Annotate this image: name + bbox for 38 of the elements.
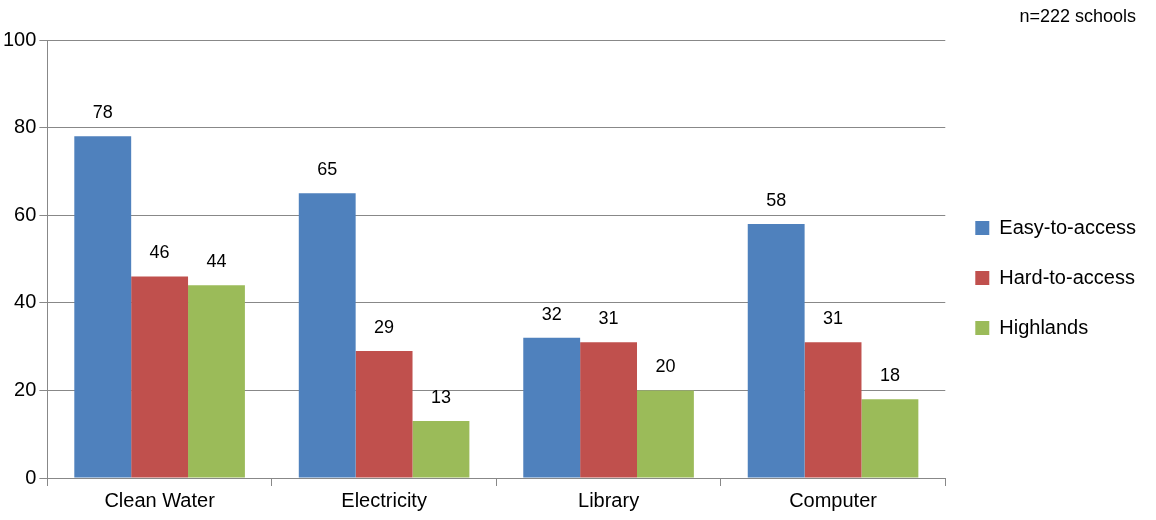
bar bbox=[637, 390, 694, 478]
bar bbox=[355, 350, 413, 478]
bar bbox=[804, 342, 862, 478]
x-tick-label: Computer bbox=[789, 488, 878, 511]
bar bbox=[74, 136, 132, 478]
data-label: 31 bbox=[598, 308, 619, 329]
bar bbox=[298, 193, 356, 478]
legend-label: Hard-to-access bbox=[999, 265, 1135, 288]
y-tick-label: 80 bbox=[14, 115, 37, 138]
y-tick-label: 100 bbox=[2, 27, 37, 50]
x-tick-label: Electricity bbox=[341, 488, 427, 511]
bar bbox=[580, 342, 638, 478]
y-tick-label: 0 bbox=[25, 465, 37, 488]
data-label: 58 bbox=[766, 189, 787, 210]
text: n=222 schools bbox=[1019, 5, 1136, 26]
data-label: 31 bbox=[823, 308, 844, 329]
data-label: 44 bbox=[206, 251, 227, 272]
data-label: 20 bbox=[655, 356, 676, 377]
bar bbox=[188, 285, 245, 478]
data-label: 65 bbox=[317, 159, 338, 180]
data-label: 18 bbox=[879, 365, 900, 386]
legend-label: Easy-to-access bbox=[999, 215, 1137, 238]
bar bbox=[523, 337, 581, 478]
data-label: 46 bbox=[149, 242, 170, 263]
y-tick-label: 40 bbox=[14, 290, 37, 313]
y-tick-label: 20 bbox=[14, 377, 37, 400]
data-label: 13 bbox=[430, 387, 451, 408]
bar bbox=[131, 276, 189, 478]
y-tick-label: 60 bbox=[14, 202, 37, 225]
data-label: 29 bbox=[374, 316, 395, 337]
bar bbox=[412, 421, 470, 478]
legend-label: Highlands bbox=[999, 315, 1089, 338]
bar bbox=[747, 223, 805, 478]
data-label: 78 bbox=[92, 102, 113, 123]
data-label: 32 bbox=[541, 303, 562, 324]
x-tick-label: Library bbox=[578, 488, 640, 511]
x-tick-label: Clean Water bbox=[104, 488, 216, 511]
bar bbox=[861, 399, 919, 478]
